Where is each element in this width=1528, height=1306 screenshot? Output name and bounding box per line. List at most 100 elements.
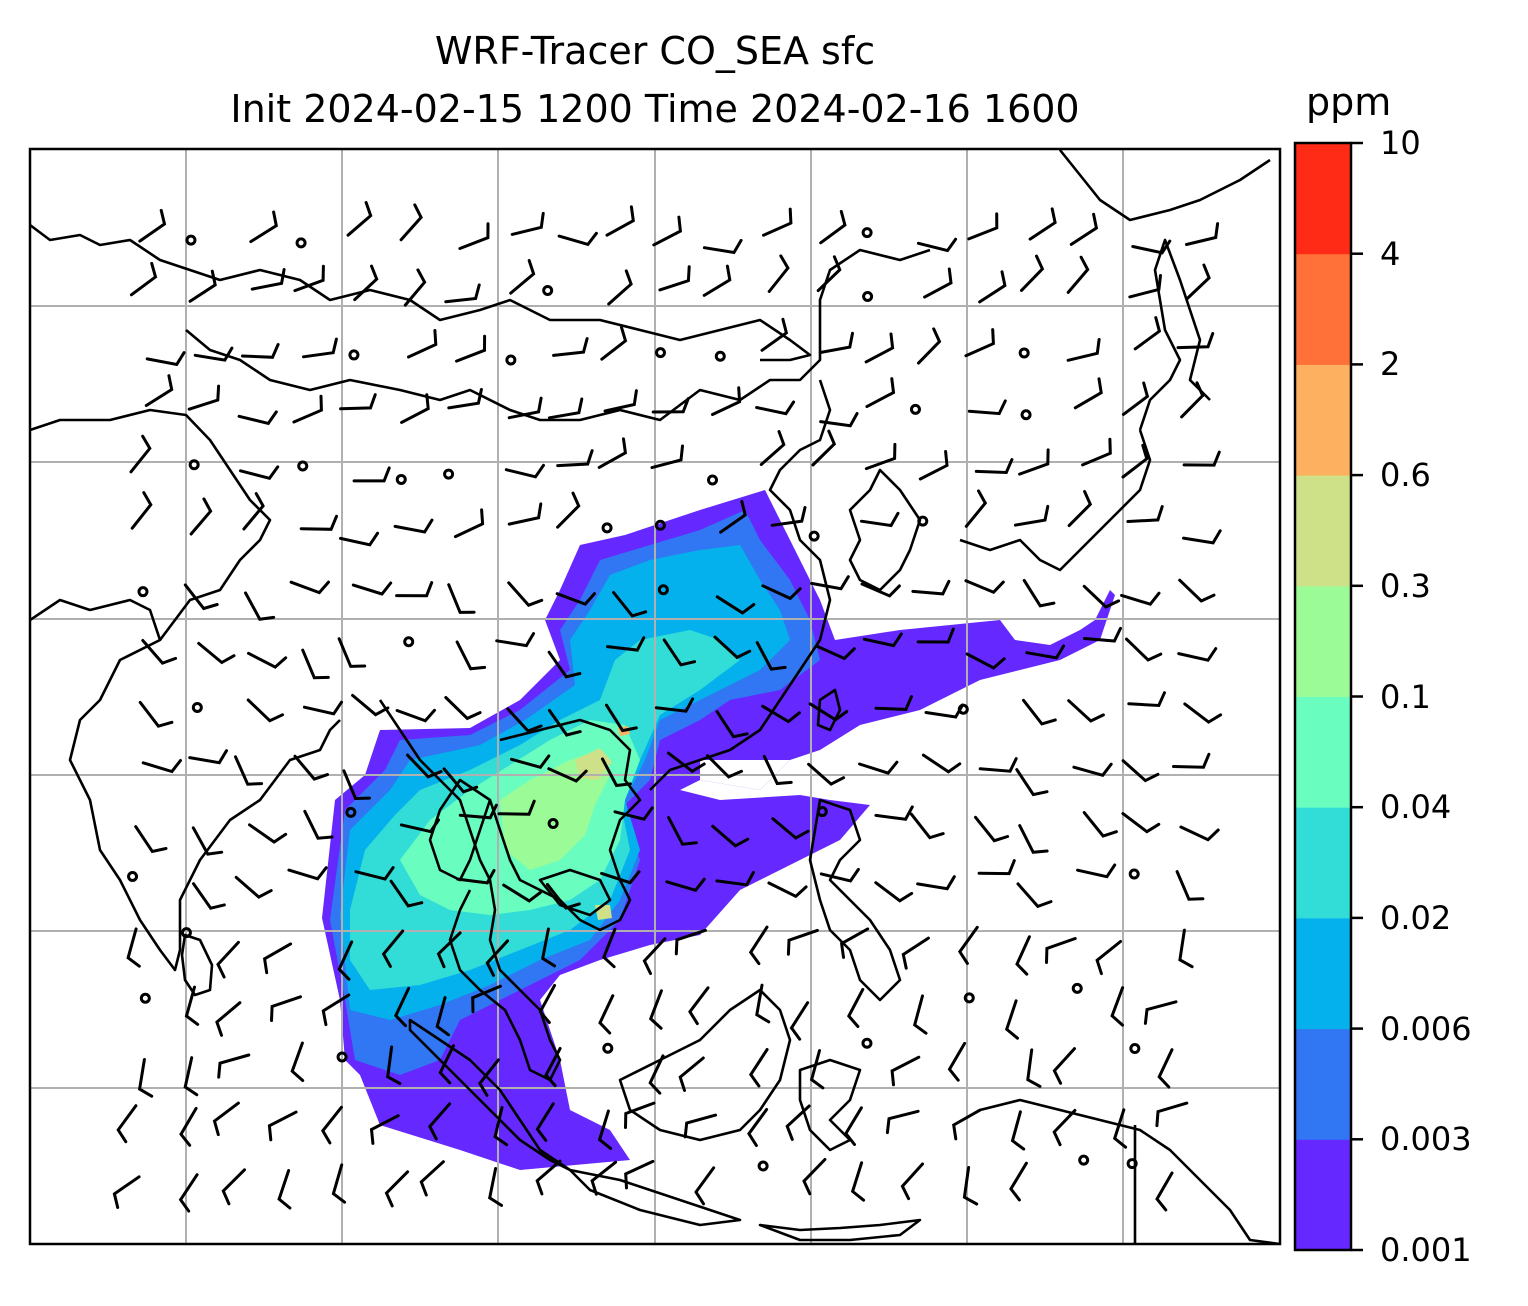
wind-barb bbox=[301, 648, 330, 680]
wind-barb bbox=[1013, 504, 1050, 527]
colorbar-tick-label: 0.04 bbox=[1380, 788, 1452, 827]
wind-barb bbox=[184, 985, 200, 1026]
wind-barb bbox=[864, 332, 895, 364]
wind-barb bbox=[719, 499, 747, 534]
wind-barb bbox=[510, 211, 545, 236]
wind-barb bbox=[650, 444, 684, 470]
wind-barb bbox=[715, 710, 749, 739]
wind-barb bbox=[506, 707, 543, 733]
wind-barb bbox=[1177, 647, 1218, 662]
wind-barb bbox=[555, 592, 596, 606]
wind-barb bbox=[839, 927, 870, 959]
wind-barb bbox=[453, 508, 485, 539]
wind-barb bbox=[755, 400, 796, 416]
wind-barb bbox=[967, 212, 999, 241]
colorbar-tick-label: 0.001 bbox=[1380, 1231, 1472, 1269]
wind-barb bbox=[427, 1102, 452, 1141]
wind-barb bbox=[1157, 1048, 1174, 1089]
wind-barb bbox=[802, 1158, 827, 1196]
wind-barb bbox=[964, 489, 988, 528]
wind-barb bbox=[859, 511, 900, 528]
wind-barb bbox=[541, 927, 556, 968]
wind-barb bbox=[713, 635, 752, 660]
wind-barb bbox=[648, 989, 663, 1030]
wind-barb bbox=[688, 986, 710, 1026]
calm-wind-marker bbox=[185, 234, 197, 246]
wind-barb bbox=[1143, 1000, 1178, 1025]
wind-barb bbox=[342, 769, 371, 801]
map-subtitle: Init 2024-02-15 1200 Time 2024-02-16 160… bbox=[230, 87, 1080, 131]
wind-barb bbox=[497, 799, 536, 816]
calm-wind-marker bbox=[403, 636, 415, 648]
wind-barb bbox=[488, 1167, 503, 1207]
wind-barb bbox=[178, 1173, 199, 1213]
wind-barb bbox=[785, 1104, 811, 1141]
wind-barb bbox=[974, 458, 1014, 475]
wind-barb bbox=[711, 386, 742, 416]
wind-barb bbox=[771, 817, 810, 840]
wind-barb bbox=[846, 987, 865, 1028]
wind-barb bbox=[444, 696, 482, 721]
wind-barb bbox=[138, 208, 167, 243]
wind-barb bbox=[337, 940, 354, 981]
wind-barb bbox=[1120, 591, 1161, 606]
colorbar-frame bbox=[1293, 141, 1353, 1252]
wind-barb bbox=[141, 759, 182, 774]
calm-wind-marker bbox=[909, 403, 921, 415]
calm-wind-marker bbox=[757, 1160, 769, 1172]
wind-barb bbox=[921, 753, 962, 774]
wind-barb bbox=[600, 325, 628, 361]
calm-wind-marker bbox=[654, 347, 666, 359]
wind-barb bbox=[134, 825, 168, 854]
wind-barb bbox=[191, 826, 224, 856]
wind-barb bbox=[485, 939, 510, 977]
calm-wind-marker bbox=[542, 284, 554, 296]
wind-barb bbox=[1083, 626, 1122, 643]
wind-barb bbox=[1073, 377, 1103, 410]
wind-barb bbox=[978, 757, 1018, 773]
wind-barb bbox=[244, 591, 276, 621]
wind-barb bbox=[1015, 935, 1031, 976]
wind-barb bbox=[1133, 316, 1162, 351]
wind-barb bbox=[715, 871, 755, 887]
wind-barb bbox=[1185, 263, 1211, 300]
wind-barb bbox=[248, 823, 288, 844]
wind-barb bbox=[807, 762, 846, 786]
wind-barb bbox=[438, 1044, 455, 1085]
colorbar-band bbox=[1295, 585, 1351, 697]
wind-barb bbox=[1052, 1047, 1076, 1085]
wind-barb bbox=[1081, 437, 1112, 467]
wind-barb bbox=[351, 693, 390, 717]
wind-barb bbox=[1127, 691, 1166, 708]
wind-barb bbox=[545, 882, 581, 910]
colorbar-tick-label: 2 bbox=[1380, 345, 1401, 384]
wind-barb bbox=[652, 215, 683, 247]
colorbar-band bbox=[1295, 1028, 1351, 1140]
wind-barb bbox=[290, 1041, 305, 1082]
wind-barb bbox=[964, 328, 995, 358]
wind-barb bbox=[292, 394, 323, 424]
wind-barb bbox=[601, 757, 632, 788]
wind-barb bbox=[678, 1056, 705, 1092]
wind-barb bbox=[952, 1108, 982, 1141]
wind-barb bbox=[395, 581, 434, 598]
wind-barb bbox=[299, 514, 338, 531]
wind-barb bbox=[602, 927, 617, 969]
calm-wind-marker bbox=[505, 354, 517, 366]
wind-barb bbox=[874, 805, 914, 821]
calm-wind-marker bbox=[601, 522, 613, 534]
wind-barb bbox=[844, 1106, 863, 1146]
wind-barb bbox=[137, 1058, 154, 1098]
wind-barb bbox=[862, 632, 903, 648]
calm-wind-marker bbox=[127, 871, 139, 883]
colorbar bbox=[1295, 141, 1363, 1252]
wind-barb bbox=[547, 767, 588, 783]
wind-barb bbox=[612, 591, 648, 618]
calm-wind-marker bbox=[345, 806, 357, 818]
wind-barb bbox=[1066, 255, 1090, 294]
calm-wind-marker bbox=[861, 1037, 873, 1049]
wind-barb bbox=[144, 374, 174, 407]
calm-wind-marker bbox=[1018, 347, 1030, 359]
wind-barb bbox=[339, 393, 377, 411]
